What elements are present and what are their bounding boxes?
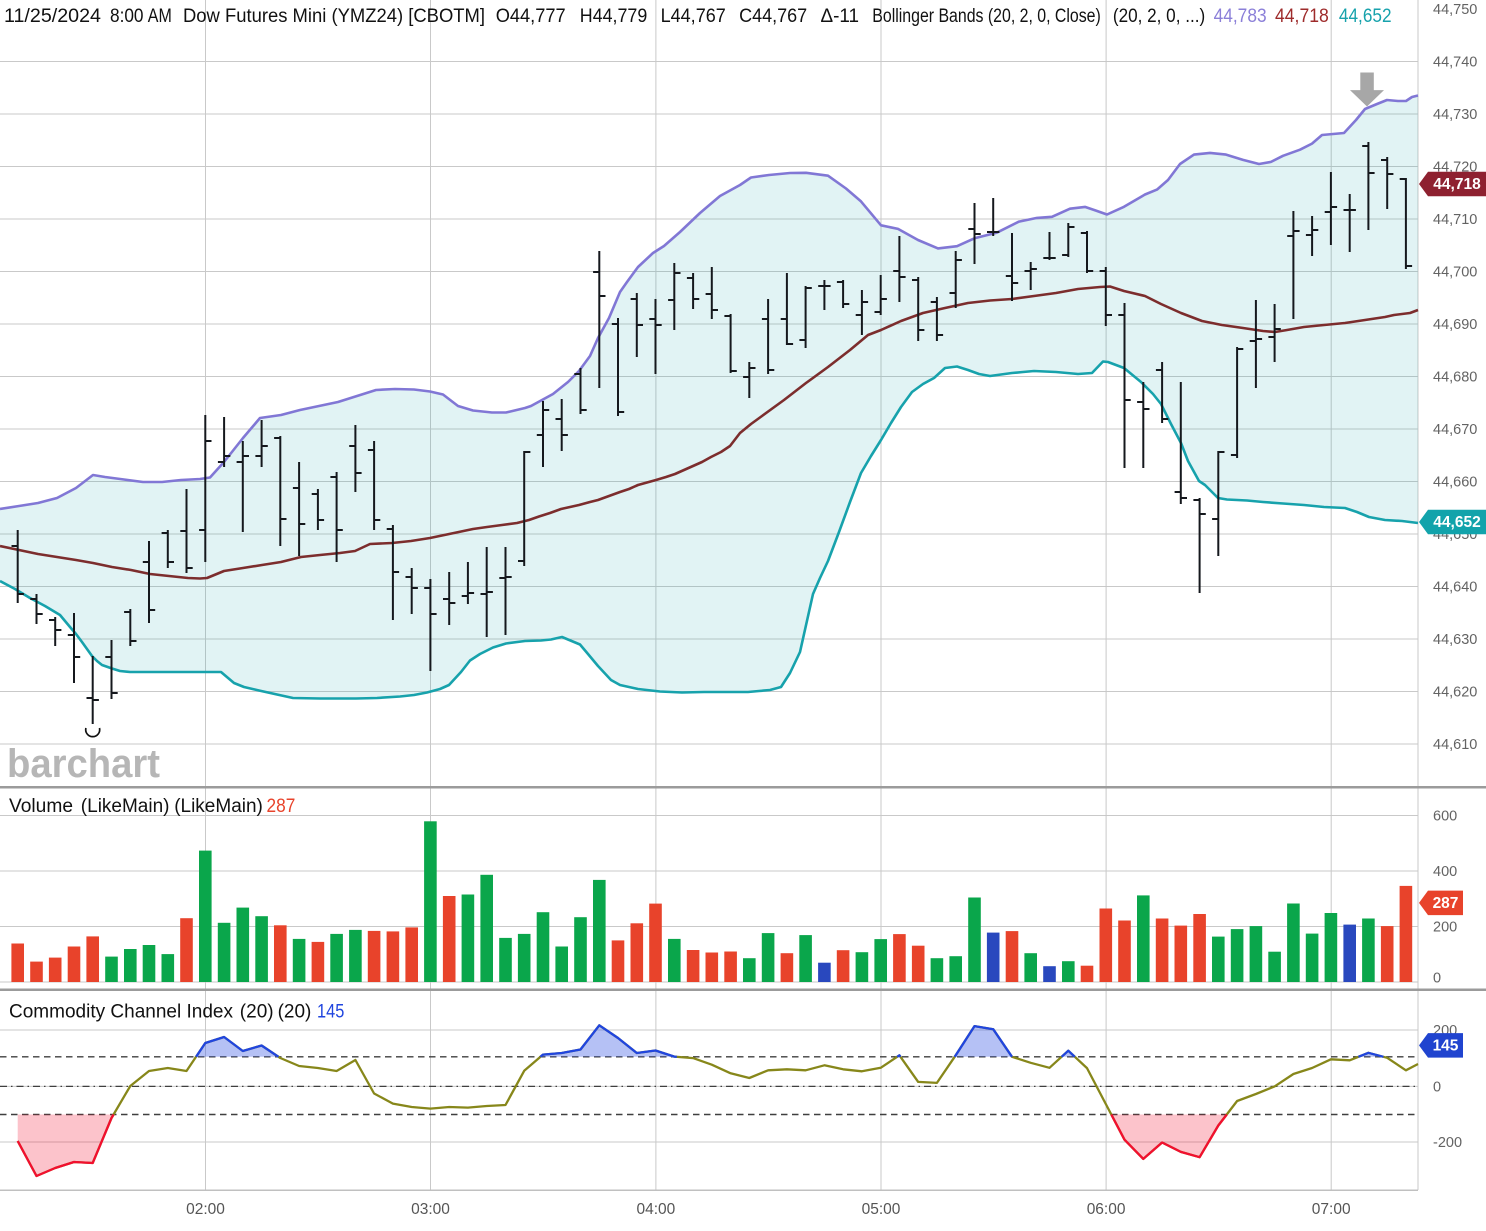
- svg-text:44,750: 44,750: [1433, 2, 1477, 18]
- svg-text:400: 400: [1433, 864, 1457, 880]
- svg-text:H44,779: H44,779: [580, 6, 648, 27]
- svg-text:44,718: 44,718: [1433, 176, 1481, 193]
- svg-text:44,610: 44,610: [1433, 737, 1477, 753]
- svg-text:600: 600: [1433, 809, 1457, 825]
- svg-text:200: 200: [1433, 920, 1457, 936]
- svg-text:(20): (20): [240, 1002, 274, 1023]
- svg-text:44,660: 44,660: [1433, 475, 1477, 491]
- svg-text:44,710: 44,710: [1433, 212, 1477, 228]
- svg-text:C44,767: C44,767: [739, 6, 807, 27]
- svg-text:287: 287: [1433, 895, 1459, 912]
- svg-text:8:00: 8:00: [110, 6, 144, 27]
- svg-text:44,652: 44,652: [1433, 514, 1480, 531]
- svg-text:287: 287: [267, 796, 296, 817]
- svg-text:44,730: 44,730: [1433, 107, 1477, 123]
- svg-text:0: 0: [1433, 971, 1441, 987]
- svg-text:44,652: 44,652: [1339, 6, 1392, 27]
- svg-text:(LikeMain): (LikeMain): [174, 796, 263, 817]
- svg-text:44,690: 44,690: [1433, 317, 1477, 333]
- svg-text:03:00: 03:00: [411, 1201, 450, 1218]
- svg-text:44,740: 44,740: [1433, 55, 1477, 71]
- svg-text:AM: AM: [148, 6, 172, 27]
- svg-text:barchart: barchart: [7, 742, 160, 786]
- svg-text:Δ-11: Δ-11: [821, 6, 860, 27]
- svg-text:02:00: 02:00: [186, 1201, 225, 1218]
- svg-text:Volume: Volume: [9, 796, 73, 817]
- svg-text:44,670: 44,670: [1433, 422, 1477, 438]
- svg-text:0: 0: [1433, 1079, 1441, 1095]
- svg-text:-200: -200: [1433, 1135, 1462, 1151]
- svg-text:(20, 2, 0, ...): (20, 2, 0, ...): [1113, 6, 1205, 27]
- svg-text:44,620: 44,620: [1433, 685, 1477, 701]
- svg-text:(20): (20): [278, 1002, 312, 1023]
- svg-text:O44,777: O44,777: [496, 6, 566, 27]
- svg-text:06:00: 06:00: [1087, 1201, 1126, 1218]
- svg-text:11/25/2024: 11/25/2024: [4, 6, 101, 27]
- svg-text:44,630: 44,630: [1433, 632, 1477, 648]
- svg-text:44,680: 44,680: [1433, 370, 1477, 386]
- svg-text:44,700: 44,700: [1433, 265, 1477, 281]
- svg-text:145: 145: [1433, 1038, 1459, 1055]
- svg-text:44,720: 44,720: [1433, 160, 1477, 176]
- svg-text:Bollinger Bands (20, 2, 0, Clo: Bollinger Bands (20, 2, 0, Close): [872, 6, 1101, 27]
- svg-text:44,718: 44,718: [1275, 6, 1329, 27]
- svg-text:44,783: 44,783: [1214, 6, 1267, 27]
- svg-text:05:00: 05:00: [862, 1201, 901, 1218]
- svg-text:145: 145: [317, 1002, 344, 1023]
- svg-text:Dow Futures Mini (YMZ24) [CBOT: Dow Futures Mini (YMZ24) [CBOTM]: [183, 6, 485, 27]
- svg-text:44,640: 44,640: [1433, 580, 1477, 596]
- svg-text:L44,767: L44,767: [661, 6, 726, 27]
- svg-text:04:00: 04:00: [637, 1201, 676, 1218]
- svg-text:Commodity Channel Index: Commodity Channel Index: [9, 1002, 233, 1023]
- svg-text:(LikeMain): (LikeMain): [81, 796, 170, 817]
- svg-text:07:00: 07:00: [1312, 1201, 1351, 1218]
